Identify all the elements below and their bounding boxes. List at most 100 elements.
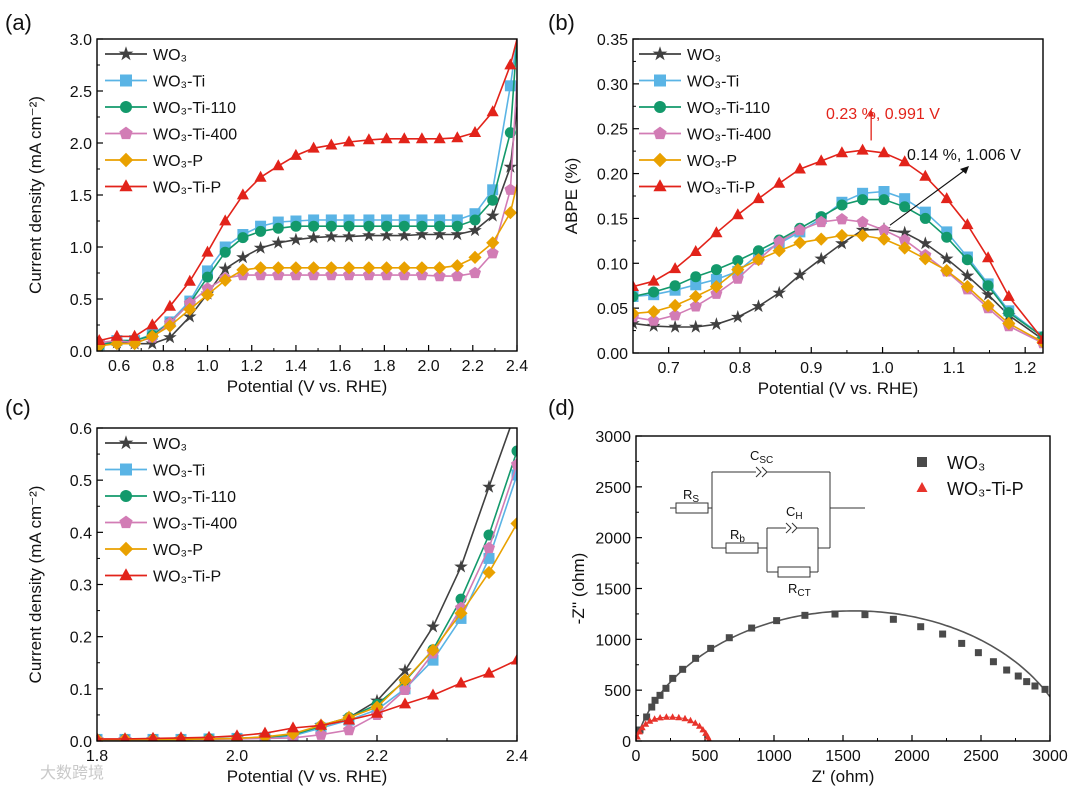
x-tick-label: 2.2 [366,748,388,765]
x-tick-label: 3000 [1032,748,1068,765]
series-wo3-ti-p-point [877,146,890,158]
legend-label: WO₃-Ti-P [153,569,221,586]
equivalent-circuit-diagram [670,466,865,578]
series-wo3-point [725,634,733,642]
annotation-arrow [889,169,966,226]
series-wo3-ti-110-point [202,271,214,283]
series-wo3-ti-110-point [878,194,890,206]
series-wo3-ti-p-point [258,726,272,738]
series-wo3-point [679,665,687,673]
legend-marker [119,179,133,192]
series-wo3-ti-400-point [815,215,828,228]
series-wo3-point [415,227,429,241]
series-wo3-ti-110-point [919,212,931,224]
arrowhead-icon [868,109,875,117]
y-tick-label: 2.5 [70,84,92,101]
x-tick-label: 1.8 [373,358,395,375]
y-tick-label: 0.35 [597,32,628,49]
series-wo3-point [145,336,160,350]
series-wo3-ti-p-point [773,176,786,188]
y-tick-label: 0.4 [70,525,92,542]
legend-label: WO₃-Ti [153,463,205,480]
x-tick-label: 1.2 [1014,360,1036,377]
series-wo3-p-point [898,241,912,255]
series-wo3-ti-400-point [380,268,393,281]
series-wo3-ti-p-point [662,713,670,720]
series-wo3-point [397,228,412,242]
y-tick-label: 1.0 [70,240,92,257]
plot-area [636,610,1050,741]
legend-marker [119,126,133,140]
y-axis-title: -Z'' (ohm) [569,553,588,625]
series-wo3-ti-p-fit-line [636,716,711,741]
series-wo3-point [707,644,715,652]
series-wo3-p-point [342,261,356,275]
series-wo3-ti-p-point [689,245,702,256]
series-wo3-ti-400-point [469,266,481,279]
legend-marker [120,74,132,87]
y-tick-label: 0.10 [597,256,628,273]
series-wo3-ti-p-point [272,159,285,171]
series-wo3-point [861,611,869,619]
series-wo3-ti-400-point [511,458,517,470]
series-wo3-point [801,611,809,619]
series-wo3-point [324,229,339,243]
series-wo3-p-point [647,305,661,319]
panel-c: (c) 1.8 2.0 2.2 2.4 0.0 0.1 0.2 0.3 0.4 0.5 0.6 Pote… [5,395,528,786]
x-tick-label: 1.0 [196,358,218,375]
series-wo3-ti-110-point [255,225,267,237]
legend-label: WO₃-P [153,153,203,170]
series-wo3-point [648,703,656,711]
legend-label: WO₃ [153,436,187,453]
series-wo3-p-point [426,643,440,657]
series-wo3-point [751,299,766,313]
circuit-label-sub: S [692,494,699,505]
series-wo3-ti-p-point [696,722,703,729]
series-wo3-p-point [397,261,411,275]
legend-label: WO₃-Ti-400 [687,127,771,144]
plot-frame [96,427,518,742]
series-wo3-point [772,285,786,299]
capacitor-icon [755,466,762,478]
y-tick-label: 3.0 [70,32,92,49]
series-wo3-p-point [163,319,177,333]
circuit-label-main: R [788,581,797,596]
series-wo3-ti-point [308,214,320,226]
legend-label: WO₃-P [153,542,203,559]
series-wo3-point [656,691,664,699]
series-wo3-point [633,316,640,330]
y-tick-label: 0.20 [597,167,628,184]
series-wo3-ti-point [427,654,439,666]
series-wo3-ti-point [434,214,446,226]
legend-marker [118,152,134,168]
x-tick-label: 1000 [756,748,792,765]
series-wo3-ti-p-point [468,126,482,137]
series-wo3-ti-110-point [434,220,446,232]
x-tick-label: 0.8 [152,358,174,375]
capacitor-icon [785,522,792,534]
series-wo3-point [1014,672,1022,680]
circuit-label-main: C [750,448,759,463]
legend-label: WO₃ [153,47,187,64]
series-wo3-p-point [286,727,300,741]
series-wo3-ti-p-point [856,143,869,155]
series-wo3-point [379,228,394,242]
series-wo3-point [748,624,756,632]
circuit-label-main: R [730,527,739,542]
series-wo3-ti-400-point [647,314,660,326]
y-axis-title: ABPE (%) [562,158,581,235]
annotation-max-wo3: 0.14 %, 1.006 V [907,147,1021,164]
legend-marker [119,515,133,529]
plot-frame [96,38,518,352]
series-wo3-point [981,287,995,301]
series-wo3-point [1023,678,1031,686]
circuit-label-sub: b [739,534,745,545]
series-wo3-p-point [236,263,250,277]
series-wo3-ti-p-point [307,141,320,153]
series-wo3-ti-line [633,190,1043,338]
legend-label: WO₃-Ti-P [153,180,221,197]
y-tick-label: 2.0 [70,136,92,153]
series-wo3-point [432,227,447,241]
series-wo3-p-point [254,261,268,275]
